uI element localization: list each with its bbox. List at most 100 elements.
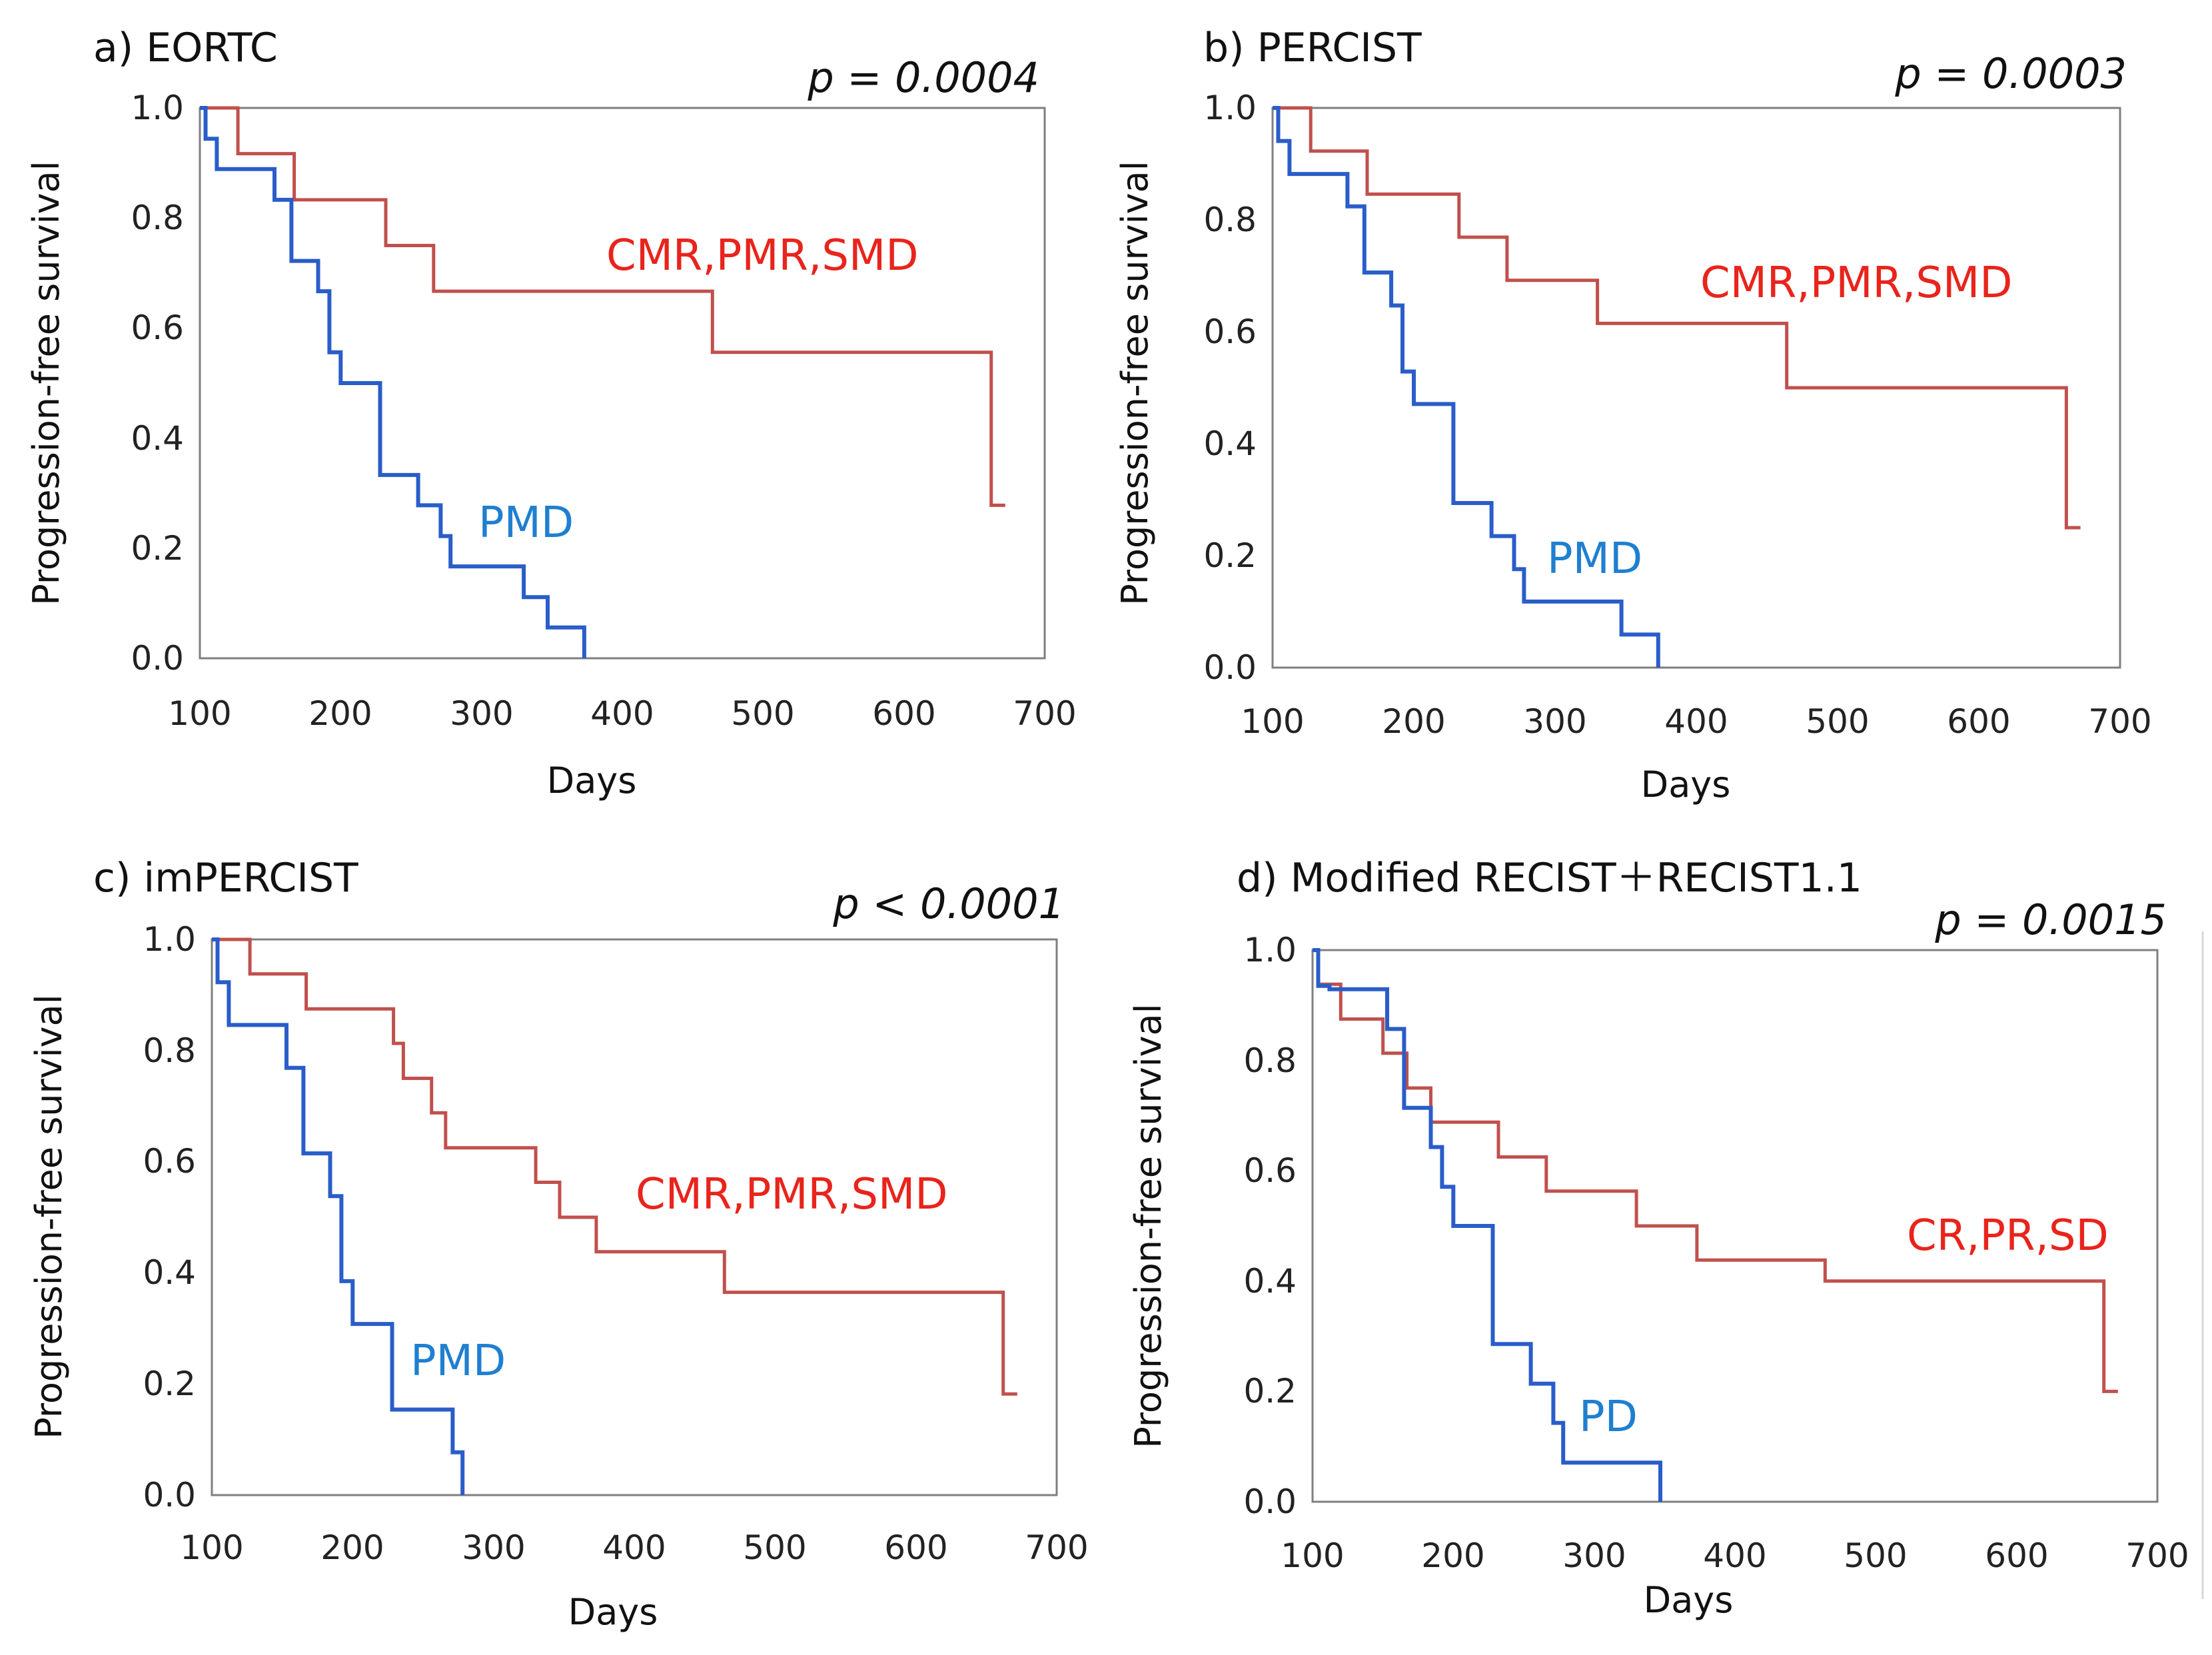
- panel-c-xtick-400: 400: [602, 1528, 666, 1567]
- panel-b-xtick-500: 500: [1806, 702, 1869, 741]
- panel-d-title: d) Modified RECIST＋RECIST1.1: [1237, 855, 1862, 901]
- panel-a-ytick-0.4: 0.4: [131, 419, 184, 458]
- panel-b-series-blue-curve: [1273, 106, 1660, 668]
- panel-b-xtick-100: 100: [1241, 702, 1304, 741]
- panel-c-y-ticks: 0.0 0.2 0.4 0.6 0.8 1.0: [143, 920, 196, 1514]
- panel-d-xtick-700: 700: [2125, 1536, 2189, 1575]
- panel-b-ytick-0.4: 0.4: [1203, 424, 1257, 463]
- panel-b-x-ticks: 100 200 300 400 500 600 700: [1241, 702, 2151, 741]
- panel-a-xtick-200: 200: [308, 694, 372, 733]
- panel-b-y-ticks: 0.0 0.2 0.4 0.6 0.8 1.0: [1203, 89, 1257, 687]
- panel-d-xtick-400: 400: [1703, 1536, 1766, 1575]
- panel-d: d) Modified RECIST＋RECIST1.1 p = 0.0015 …: [1127, 855, 2204, 1621]
- panel-b-title: b) PERCIST: [1203, 25, 1422, 71]
- panel-a-xtick-400: 400: [590, 694, 654, 733]
- panel-d-xtick-100: 100: [1281, 1536, 1344, 1575]
- panel-a-series-red-curve: [200, 106, 1005, 507]
- panel-c-ytick-0.0: 0.0: [143, 1476, 196, 1514]
- panel-b: b) PERCIST p = 0.0003 Progression-free s…: [1114, 25, 2152, 806]
- panel-b-series-red-label: CMR,PMR,SMD: [1700, 259, 2012, 308]
- panel-d-xtick-600: 600: [1985, 1536, 2048, 1575]
- panel-d-y-axis-label: Progression-free survival: [1127, 1003, 1169, 1448]
- panel-b-x-axis-label: Days: [1641, 764, 1731, 806]
- panel-a-ytick-0.6: 0.6: [131, 308, 184, 347]
- panel-a-series-red-label: CMR,PMR,SMD: [606, 231, 918, 280]
- panel-d-ytick-1.0: 1.0: [1243, 931, 1297, 969]
- panel-a-xtick-100: 100: [168, 694, 231, 733]
- panel-c: c) imPERCIST p < 0.0001 Progression-free…: [28, 855, 1089, 1633]
- panel-a-ytick-0.0: 0.0: [131, 639, 184, 678]
- panel-c-ytick-0.4: 0.4: [143, 1253, 196, 1292]
- panel-c-ytick-0.8: 0.8: [143, 1031, 196, 1070]
- panel-c-xtick-200: 200: [320, 1528, 384, 1567]
- panel-d-ytick-0.2: 0.2: [1243, 1372, 1297, 1410]
- panel-a: a) EORTC p = 0.0004 Progression-free sur…: [25, 25, 1077, 802]
- panel-c-xtick-500: 500: [743, 1528, 806, 1567]
- panel-b-ytick-0.0: 0.0: [1203, 648, 1257, 687]
- panel-a-y-axis-label: Progression-free survival: [25, 161, 67, 605]
- panel-d-xtick-500: 500: [1844, 1536, 1907, 1575]
- panel-b-xtick-700: 700: [2088, 702, 2151, 741]
- panel-c-x-ticks: 100 200 300 400 500 600 700: [180, 1528, 1088, 1567]
- panel-a-plot-frame: [199, 107, 1046, 660]
- panel-a-xtick-600: 600: [872, 694, 935, 733]
- panel-b-ytick-0.6: 0.6: [1203, 312, 1257, 351]
- panel-b-xtick-300: 300: [1523, 702, 1586, 741]
- panel-c-x-axis-label: Days: [568, 1591, 658, 1633]
- panel-b-ytick-0.2: 0.2: [1203, 536, 1257, 575]
- panel-d-ytick-0.6: 0.6: [1243, 1151, 1297, 1190]
- panel-d-x-axis-label: Days: [1644, 1579, 1734, 1621]
- panel-a-x-axis-label: Days: [547, 760, 637, 802]
- panel-b-xtick-400: 400: [1664, 702, 1728, 741]
- panel-b-xtick-600: 600: [1947, 702, 2010, 741]
- panel-c-ytick-1.0: 1.0: [143, 920, 196, 959]
- panel-b-ytick-1.0: 1.0: [1203, 89, 1257, 127]
- panel-d-x-ticks: 100 200 300 400 500 600 700: [1281, 1536, 2189, 1575]
- panel-b-y-axis-label: Progression-free survival: [1114, 161, 1156, 605]
- panel-a-y-ticks: 0.0 0.2 0.4 0.6 0.8 1.0: [131, 89, 184, 678]
- panel-c-series-blue-curve: [212, 937, 465, 1495]
- panel-d-series-blue-curve: [1313, 948, 1662, 1502]
- panel-d-ytick-0.8: 0.8: [1243, 1041, 1297, 1080]
- panel-c-series-red-label: CMR,PMR,SMD: [636, 1170, 947, 1219]
- panel-a-xtick-700: 700: [1013, 694, 1076, 733]
- panel-d-series-red-curve: [1313, 948, 2118, 1393]
- panel-c-xtick-100: 100: [180, 1528, 243, 1567]
- panel-d-ytick-0.0: 0.0: [1243, 1482, 1297, 1521]
- panel-d-plot-frame: [1311, 949, 2159, 1503]
- panel-c-xtick-700: 700: [1025, 1528, 1088, 1567]
- panel-c-ytick-0.2: 0.2: [143, 1365, 196, 1403]
- panel-a-x-ticks: 100 200 300 400 500 600 700: [168, 694, 1076, 733]
- panel-c-xtick-300: 300: [462, 1528, 525, 1567]
- panel-b-xtick-200: 200: [1382, 702, 1445, 741]
- panel-c-series-blue-label: PMD: [410, 1337, 506, 1386]
- panel-b-plot-frame: [1271, 107, 2121, 669]
- panel-a-ytick-1.0: 1.0: [131, 89, 184, 127]
- panel-a-title: a) EORTC: [93, 25, 278, 71]
- panel-b-ytick-0.8: 0.8: [1203, 201, 1257, 239]
- panel-b-series-red-curve: [1273, 106, 2081, 530]
- panel-d-ytick-0.4: 0.4: [1243, 1262, 1297, 1301]
- panel-a-series-blue-label: PMD: [478, 498, 574, 548]
- panel-a-xtick-500: 500: [731, 694, 794, 733]
- panel-c-pvalue: p < 0.0001: [832, 879, 1065, 928]
- panel-b-pvalue: p = 0.0003: [1894, 49, 2127, 98]
- panel-d-pvalue: p = 0.0015: [1934, 895, 2167, 944]
- panel-a-ytick-0.8: 0.8: [131, 199, 184, 237]
- panel-a-ytick-0.2: 0.2: [131, 529, 184, 568]
- panel-d-series-blue-label: PD: [1579, 1392, 1638, 1442]
- panel-c-y-axis-label: Progression-free survival: [28, 994, 70, 1438]
- panel-d-xtick-300: 300: [1562, 1536, 1626, 1575]
- panel-d-y-ticks: 0.0 0.2 0.4 0.6 0.8 1.0: [1243, 931, 1297, 1521]
- panel-c-ytick-0.6: 0.6: [143, 1142, 196, 1181]
- panel-d-series-red-label: CR,PR,SD: [1907, 1211, 2109, 1261]
- panel-c-plot-frame: [211, 938, 1058, 1496]
- panel-c-series-red-curve: [212, 937, 1017, 1396]
- panel-a-series-blue-curve: [200, 106, 586, 658]
- panel-a-pvalue: p = 0.0004: [807, 53, 1039, 102]
- panel-d-xtick-200: 200: [1421, 1536, 1484, 1575]
- panel-c-xtick-600: 600: [884, 1528, 947, 1567]
- panel-a-xtick-300: 300: [450, 694, 513, 733]
- panel-c-title: c) imPERCIST: [93, 855, 358, 901]
